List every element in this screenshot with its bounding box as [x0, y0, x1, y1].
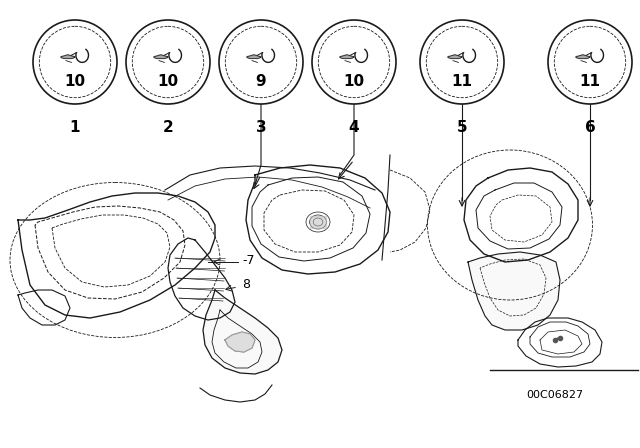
Circle shape [219, 20, 303, 104]
Circle shape [548, 20, 632, 104]
Polygon shape [448, 55, 462, 59]
Text: 10: 10 [344, 74, 365, 90]
Text: 10: 10 [65, 74, 86, 90]
Text: -7: -7 [242, 254, 255, 267]
Text: 9: 9 [256, 74, 266, 90]
Text: 4: 4 [349, 120, 359, 135]
Polygon shape [340, 55, 354, 59]
Polygon shape [154, 55, 168, 59]
Circle shape [126, 20, 210, 104]
Polygon shape [61, 55, 75, 59]
Text: 6: 6 [584, 120, 595, 135]
Text: 3: 3 [256, 120, 266, 135]
Text: 11: 11 [579, 74, 600, 90]
Circle shape [312, 20, 396, 104]
Polygon shape [203, 290, 282, 374]
Text: 10: 10 [157, 74, 179, 90]
Text: 00C06827: 00C06827 [527, 390, 584, 400]
Polygon shape [310, 216, 326, 228]
Polygon shape [576, 55, 590, 59]
Polygon shape [247, 55, 261, 59]
Circle shape [33, 20, 117, 104]
Text: 2: 2 [163, 120, 173, 135]
Polygon shape [468, 252, 560, 330]
Circle shape [420, 20, 504, 104]
Polygon shape [225, 332, 255, 352]
Text: 8: 8 [242, 279, 250, 292]
Text: 5: 5 [457, 120, 467, 135]
Text: 11: 11 [451, 74, 472, 90]
Text: 1: 1 [70, 120, 80, 135]
